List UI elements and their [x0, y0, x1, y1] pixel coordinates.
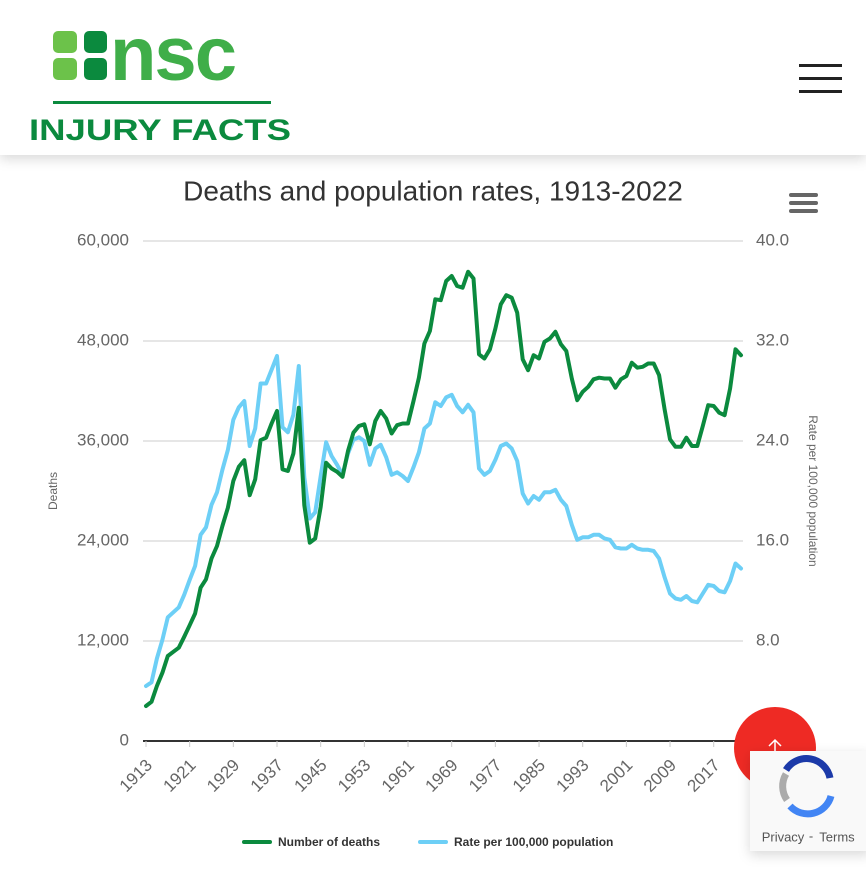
menu-bar — [789, 201, 818, 205]
chart-title: Deaths and population rates, 1913-2022 — [183, 175, 683, 206]
x-tick-label: 1913 — [116, 756, 156, 796]
legend-item[interactable]: Number of deaths — [242, 835, 380, 849]
x-tick-label: 1945 — [290, 756, 330, 796]
recaptcha-icon — [783, 755, 834, 779]
x-tick-label: 1993 — [553, 756, 593, 796]
menu-bar — [799, 77, 842, 80]
x-tick-label: 1921 — [159, 756, 199, 796]
x-tick-label: 2001 — [596, 756, 636, 796]
separator: - — [809, 828, 813, 843]
x-tick-label: 1953 — [334, 756, 374, 796]
chart-menu-button[interactable] — [789, 193, 818, 213]
recaptcha-badge: Privacy - Terms — [750, 751, 866, 851]
y2-tick-label: 32.0 — [756, 330, 789, 349]
y-tick-label: 60,000 — [77, 230, 129, 249]
logo-name: nsc — [110, 12, 236, 97]
privacy-link[interactable]: Privacy — [762, 829, 805, 844]
y-tick-label: 24,000 — [77, 530, 129, 549]
recaptcha-icon — [779, 772, 791, 803]
logo-shape — [53, 58, 77, 80]
series-line — [144, 269, 743, 708]
x-tick-label: 2009 — [640, 756, 680, 796]
x-tick-label: 1961 — [378, 756, 418, 796]
logo[interactable]: nsc INJURY FACTS — [29, 12, 291, 147]
logo-shape — [84, 31, 107, 53]
x-tick-label: 1929 — [203, 756, 243, 796]
nav-menu-button[interactable] — [799, 64, 842, 93]
legend-label: Rate per 100,000 population — [454, 835, 613, 849]
logo-tagline: INJURY FACTS — [29, 114, 291, 147]
series-line — [144, 354, 743, 688]
menu-bar — [789, 193, 818, 197]
plot-area: 0 12,000 24,000 36,000 48,000 60,000 8.0 16.0 24… — [77, 230, 789, 795]
x-tick-label: 2017 — [684, 756, 724, 796]
menu-bar — [789, 209, 818, 213]
y-tick-label: 48,000 — [77, 330, 129, 349]
legend-item[interactable]: Rate per 100,000 population — [418, 835, 613, 849]
x-tick-label: 1985 — [509, 756, 549, 796]
y2-tick-label: 24.0 — [756, 430, 789, 449]
y-tick-label: 36,000 — [77, 430, 129, 449]
x-tick-label: 1969 — [422, 756, 462, 796]
x-tick-label: 1977 — [465, 756, 505, 796]
y2-tick-label: 40.0 — [756, 230, 789, 249]
y2-axis-title: Rate per 100,000 population — [806, 415, 820, 566]
y2-tick-label: 16.0 — [756, 530, 789, 549]
logo-shape — [84, 58, 107, 80]
menu-bar — [799, 64, 842, 67]
y-tick-label: 0 — [120, 730, 129, 749]
site-header — [0, 0, 866, 155]
logo-rule — [53, 101, 271, 104]
recaptcha-box — [750, 751, 866, 851]
logo-shape — [53, 31, 77, 53]
menu-bar — [799, 90, 842, 93]
y2-tick-label: 8.0 — [756, 630, 780, 649]
legend: Number of deaths Rate per 100,000 populat… — [242, 835, 613, 849]
x-tick-label: 1937 — [247, 756, 287, 796]
y-tick-label: 12,000 — [77, 630, 129, 649]
legend-label: Number of deaths — [278, 835, 380, 849]
y-axis-title: Deaths — [46, 472, 60, 510]
terms-link[interactable]: Terms — [819, 829, 855, 844]
recaptcha-icon — [787, 794, 835, 818]
